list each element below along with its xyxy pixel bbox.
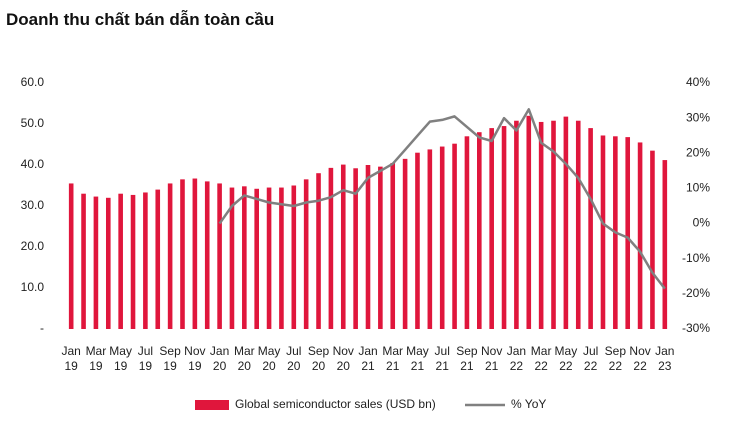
bar [130,194,136,329]
yoy-line [218,108,666,290]
bar [254,188,259,329]
bar [501,126,507,329]
y-tick-label: 10.0 [21,280,45,294]
bar [625,137,631,329]
bar [551,120,556,329]
bar [303,179,309,329]
bar [637,142,643,329]
x-tick-label: Mar 19 [85,344,107,373]
bar [575,120,581,329]
x-tick-label: Nov 19 [184,344,206,373]
chart-title: Doanh thu chất bán dẫn toàn cầu [6,10,275,29]
bar [81,193,86,329]
bar [477,132,482,329]
bar [242,186,247,329]
y2-tick-label: 40% [686,75,710,89]
bar [402,158,408,329]
y2-tick-label: 30% [686,110,710,124]
x-tick-label: Jan 21 [358,344,378,373]
bar [316,173,321,329]
x-tick-label: Mar 22 [530,344,552,373]
bar [378,166,383,329]
legend-label: Global semiconductor sales (USD bn) [235,397,436,411]
bar [538,121,544,329]
x-tick-label: Sep 22 [604,344,627,373]
bar [118,193,123,329]
y2-tick-label: -20% [682,286,710,300]
y-tick-label: 50.0 [21,116,45,130]
bar [563,116,569,330]
y2-tick-label: 0% [693,216,711,230]
x-tick-label: May 19 [109,344,132,373]
bar [328,167,334,329]
x-tick-label: Jan 20 [209,344,230,373]
x-tick-label: Jan 23 [655,344,675,373]
legend-swatch [195,400,229,410]
x-tick-label: Mar 21 [382,344,404,373]
bar [68,183,74,329]
y2-tick-label: 10% [686,181,710,195]
x-tick-label: Nov 20 [332,344,354,373]
bar [155,189,161,329]
x-tick-label: Sep 20 [307,344,330,373]
x-tick-label: Sep 19 [159,344,181,373]
x-tick-label: May 21 [406,344,429,373]
y-tick-label: 30.0 [21,198,45,212]
bar [452,143,457,329]
x-tick-label: Jul 21 [434,344,450,373]
y2-tick-label: 20% [686,145,710,159]
bar [204,181,210,329]
y-tick-label: 20.0 [21,239,45,253]
x-tick-label: May 22 [554,344,578,373]
bar [180,179,185,329]
bar [489,128,494,329]
bar [514,120,519,329]
bar [105,197,111,329]
bar [353,168,358,329]
x-tick-label: Nov 21 [481,344,503,373]
bar [93,196,99,329]
bar [662,160,668,329]
bar [415,152,420,329]
y-tick-label: 60.0 [21,75,45,89]
bar [291,185,297,329]
x-tick-label: Sep 21 [456,344,478,373]
bar [650,150,655,329]
y2-tick-label: -30% [682,321,710,335]
bar [439,146,445,329]
bar [427,149,433,329]
y2-tick-label: -10% [682,251,710,265]
y-tick-label: 40.0 [21,157,45,171]
bar [143,192,148,329]
x-tick-label: Jul 20 [286,344,302,373]
x-tick-label: May 20 [257,344,281,373]
bar [266,187,272,329]
bar [365,165,371,329]
bar [217,183,222,329]
bar [464,136,470,329]
bar [229,187,235,329]
bar [167,183,173,329]
x-tick-label: Mar 20 [233,344,255,373]
x-tick-label: Jul 22 [582,344,599,373]
x-tick-label: Jan 19 [61,344,81,373]
bar [588,128,593,329]
bar [192,178,198,329]
bar [600,135,606,329]
x-tick-label: Jul 19 [137,344,154,373]
x-tick-label: Nov 22 [629,344,651,373]
bar [279,187,284,329]
bar [526,115,532,329]
x-tick-label: Jan 22 [506,344,527,373]
bar [390,162,396,329]
y-tick-label: - [40,321,44,335]
bar [340,164,346,329]
legend-label: % YoY [511,397,546,411]
